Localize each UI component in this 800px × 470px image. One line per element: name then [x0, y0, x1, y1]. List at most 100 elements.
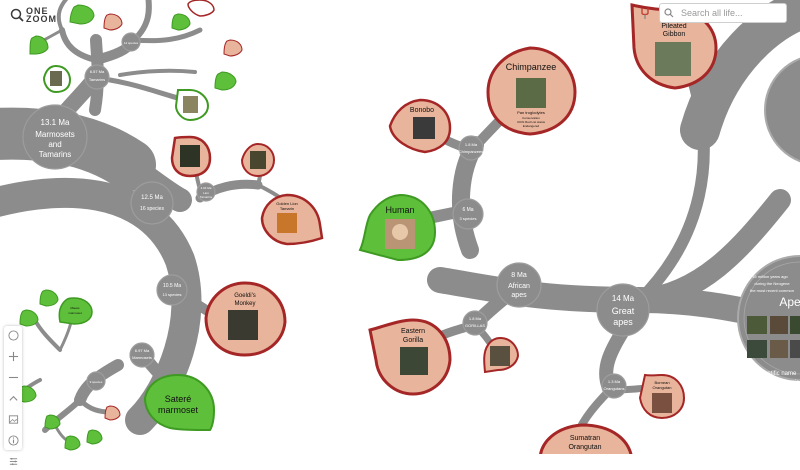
- leaf-tamarin-photo-3[interactable]: [174, 89, 210, 122]
- node-great-apes[interactable]: 14 Ma Great apes: [596, 283, 650, 337]
- leaf-name: Chimpanzee: [506, 62, 557, 72]
- navigate-up-button[interactable]: [4, 389, 22, 407]
- node-gibbons[interactable]: [764, 55, 800, 165]
- tree-view-toggle-icon[interactable]: [638, 6, 652, 20]
- leaf-name: Sateré: [165, 394, 192, 404]
- leaf-pileated-gibbon[interactable]: Pileated Gibbon: [630, 3, 718, 90]
- leaf-western-gorilla[interactable]: [483, 336, 520, 374]
- node-age: 8 Ma: [511, 272, 527, 279]
- human-face: [392, 224, 408, 240]
- apes-photo: [747, 316, 767, 334]
- leaf-tamarin-photo-5[interactable]: [187, 0, 215, 17]
- node-label: Chimpanzees: [459, 149, 483, 154]
- node-species-count: 9 species: [90, 380, 103, 384]
- info-button[interactable]: [4, 431, 22, 449]
- tamarin-photo: [50, 71, 62, 86]
- node-marmosets[interactable]: 6.97 Ma Marmosets: [129, 342, 155, 368]
- node-label: Tamarins: [89, 77, 105, 82]
- up-icon: [8, 395, 18, 401]
- node-age: 6 Ma: [462, 207, 473, 213]
- leaf-sumatran-orangutan[interactable]: Sumatran Orangutan: [539, 423, 633, 454]
- node-small-top[interactable]: 14 species: [121, 32, 141, 52]
- node-lion-tamarins[interactable]: 4.04 Ma Lion Tamarins: [196, 182, 216, 202]
- leaf-eastern-gorilla[interactable]: Eastern Gorilla: [368, 318, 452, 396]
- zoom-in-button[interactable]: [4, 347, 22, 365]
- node-age: 1.3 Ma: [608, 379, 621, 384]
- leaf-name: Orangutan: [653, 385, 672, 390]
- node-label: Orangutans: [604, 386, 625, 391]
- leaf-name: Monkey: [234, 301, 255, 307]
- leaf-bornean-orangutan[interactable]: Bornean Orangutan: [638, 373, 686, 420]
- node-tamarins[interactable]: 6.57 Ma Tamarins: [84, 64, 110, 90]
- settings-button[interactable]: [4, 452, 22, 470]
- node-12-5ma[interactable]: 12.5 Ma 16 species: [130, 181, 174, 225]
- node-label: Tamarins: [200, 195, 213, 199]
- leaf-name: Orangutan: [568, 444, 601, 451]
- node-marmosets-tamarins[interactable]: 13.1 Ma Marmosets and Tamarins: [22, 104, 88, 170]
- leaf-satere-marmoset[interactable]: Sateré marmoset: [143, 373, 216, 432]
- node-age: 10.5 Ma: [163, 283, 181, 289]
- screenshot-button[interactable]: [4, 410, 22, 428]
- onezoom-logo[interactable]: ONE ZOOM: [10, 6, 57, 24]
- node-scientific-name: Scientific name: [756, 371, 797, 377]
- leaf-human[interactable]: Human: [358, 193, 437, 262]
- leaf-tamarin-photo-2[interactable]: [240, 142, 276, 178]
- node-species-count: 13 species: [162, 292, 181, 297]
- compass-button[interactable]: [4, 326, 22, 344]
- node-label: Marmosets: [132, 355, 152, 360]
- compass-icon: [7, 329, 19, 341]
- leaf-name: Bornean: [654, 380, 669, 385]
- node-species-count: 3 species: [460, 216, 477, 221]
- info-icon: [7, 434, 19, 446]
- tamarin-photo: [180, 145, 200, 167]
- apes-photo: [770, 340, 788, 358]
- node-label: Lion: [203, 191, 209, 195]
- search-box[interactable]: [659, 3, 787, 23]
- leaf-bonobo[interactable]: Bonobo: [388, 98, 452, 154]
- tree-view[interactable]: 13.1 Ma Marmosets and Tamarins 12.5 Ma 1…: [0, 0, 800, 454]
- search-input[interactable]: [679, 7, 783, 19]
- pileated-gibbon-photo: [655, 42, 691, 76]
- leaf-chimpanzee[interactable]: Chimpanzee Pan troglodytes Conservation …: [486, 46, 577, 136]
- leaf-tamarin-photo-1[interactable]: [170, 135, 212, 178]
- bornean-orangutan-photo: [652, 393, 672, 413]
- node-marmosets-small[interactable]: 9 species: [86, 371, 106, 391]
- node-6ma[interactable]: 6 Ma 3 species: [452, 198, 484, 230]
- leaf-small-marmoset[interactable]: Maués marmoset: [58, 297, 93, 325]
- node-species-count: 24 species: [774, 380, 800, 386]
- node-label: African: [508, 283, 530, 290]
- node-species-count: 16 species: [140, 206, 164, 212]
- node-label: and: [48, 140, 61, 149]
- leaf-scientific-name: Pan troglodytes: [517, 110, 545, 115]
- logo-line-1: ONE: [26, 6, 49, 16]
- node-age: 4.04 Ma: [201, 186, 212, 190]
- zoom-out-button[interactable]: [4, 368, 22, 386]
- node-age: 1.8 Ma: [465, 142, 478, 147]
- node-chimpanzees[interactable]: 1.8 Ma Chimpanzees: [458, 135, 484, 161]
- magnifier-logo-icon: [10, 8, 24, 22]
- leaf-golden-lion-tamarin[interactable]: Golden Lion Tamarin: [260, 193, 324, 246]
- leaf-tamarin-photo-4[interactable]: [42, 64, 72, 94]
- zoom-in-icon: [8, 351, 18, 361]
- leaf-goeldis-monkey[interactable]: Goeldi's Monkey: [204, 281, 287, 357]
- node-african-apes[interactable]: 8 Ma African apes: [496, 262, 542, 308]
- node-gorillas[interactable]: 1.8 Ma GORILLAS: [462, 310, 488, 336]
- node-age: 13.1 Ma: [41, 118, 70, 127]
- apes-photo: [747, 340, 767, 358]
- leaf-name: marmoset: [158, 405, 199, 415]
- node-10-5ma[interactable]: 10.5 Ma 13 species: [156, 274, 188, 306]
- map-controls: [4, 326, 22, 465]
- leaf-name: Pileated: [661, 23, 686, 30]
- node-description: during the Neogene: [754, 281, 790, 286]
- node-description: 15 million years ago: [752, 274, 788, 279]
- node-label: GORILLAS: [465, 323, 485, 328]
- node-apes[interactable]: 15 million years ago during the Neogene …: [737, 255, 800, 386]
- apes-photo: [790, 316, 800, 334]
- node-age: 14 Ma: [612, 294, 635, 303]
- leaf-status: Conservation: [522, 116, 540, 120]
- node-description: the most recent common: [750, 288, 794, 293]
- node-age: 6.97 Ma: [135, 348, 150, 353]
- node-label: Apes: [779, 295, 800, 309]
- leaf-name: marmoset: [68, 311, 82, 315]
- node-orangutans[interactable]: 1.3 Ma Orangutans: [601, 373, 627, 399]
